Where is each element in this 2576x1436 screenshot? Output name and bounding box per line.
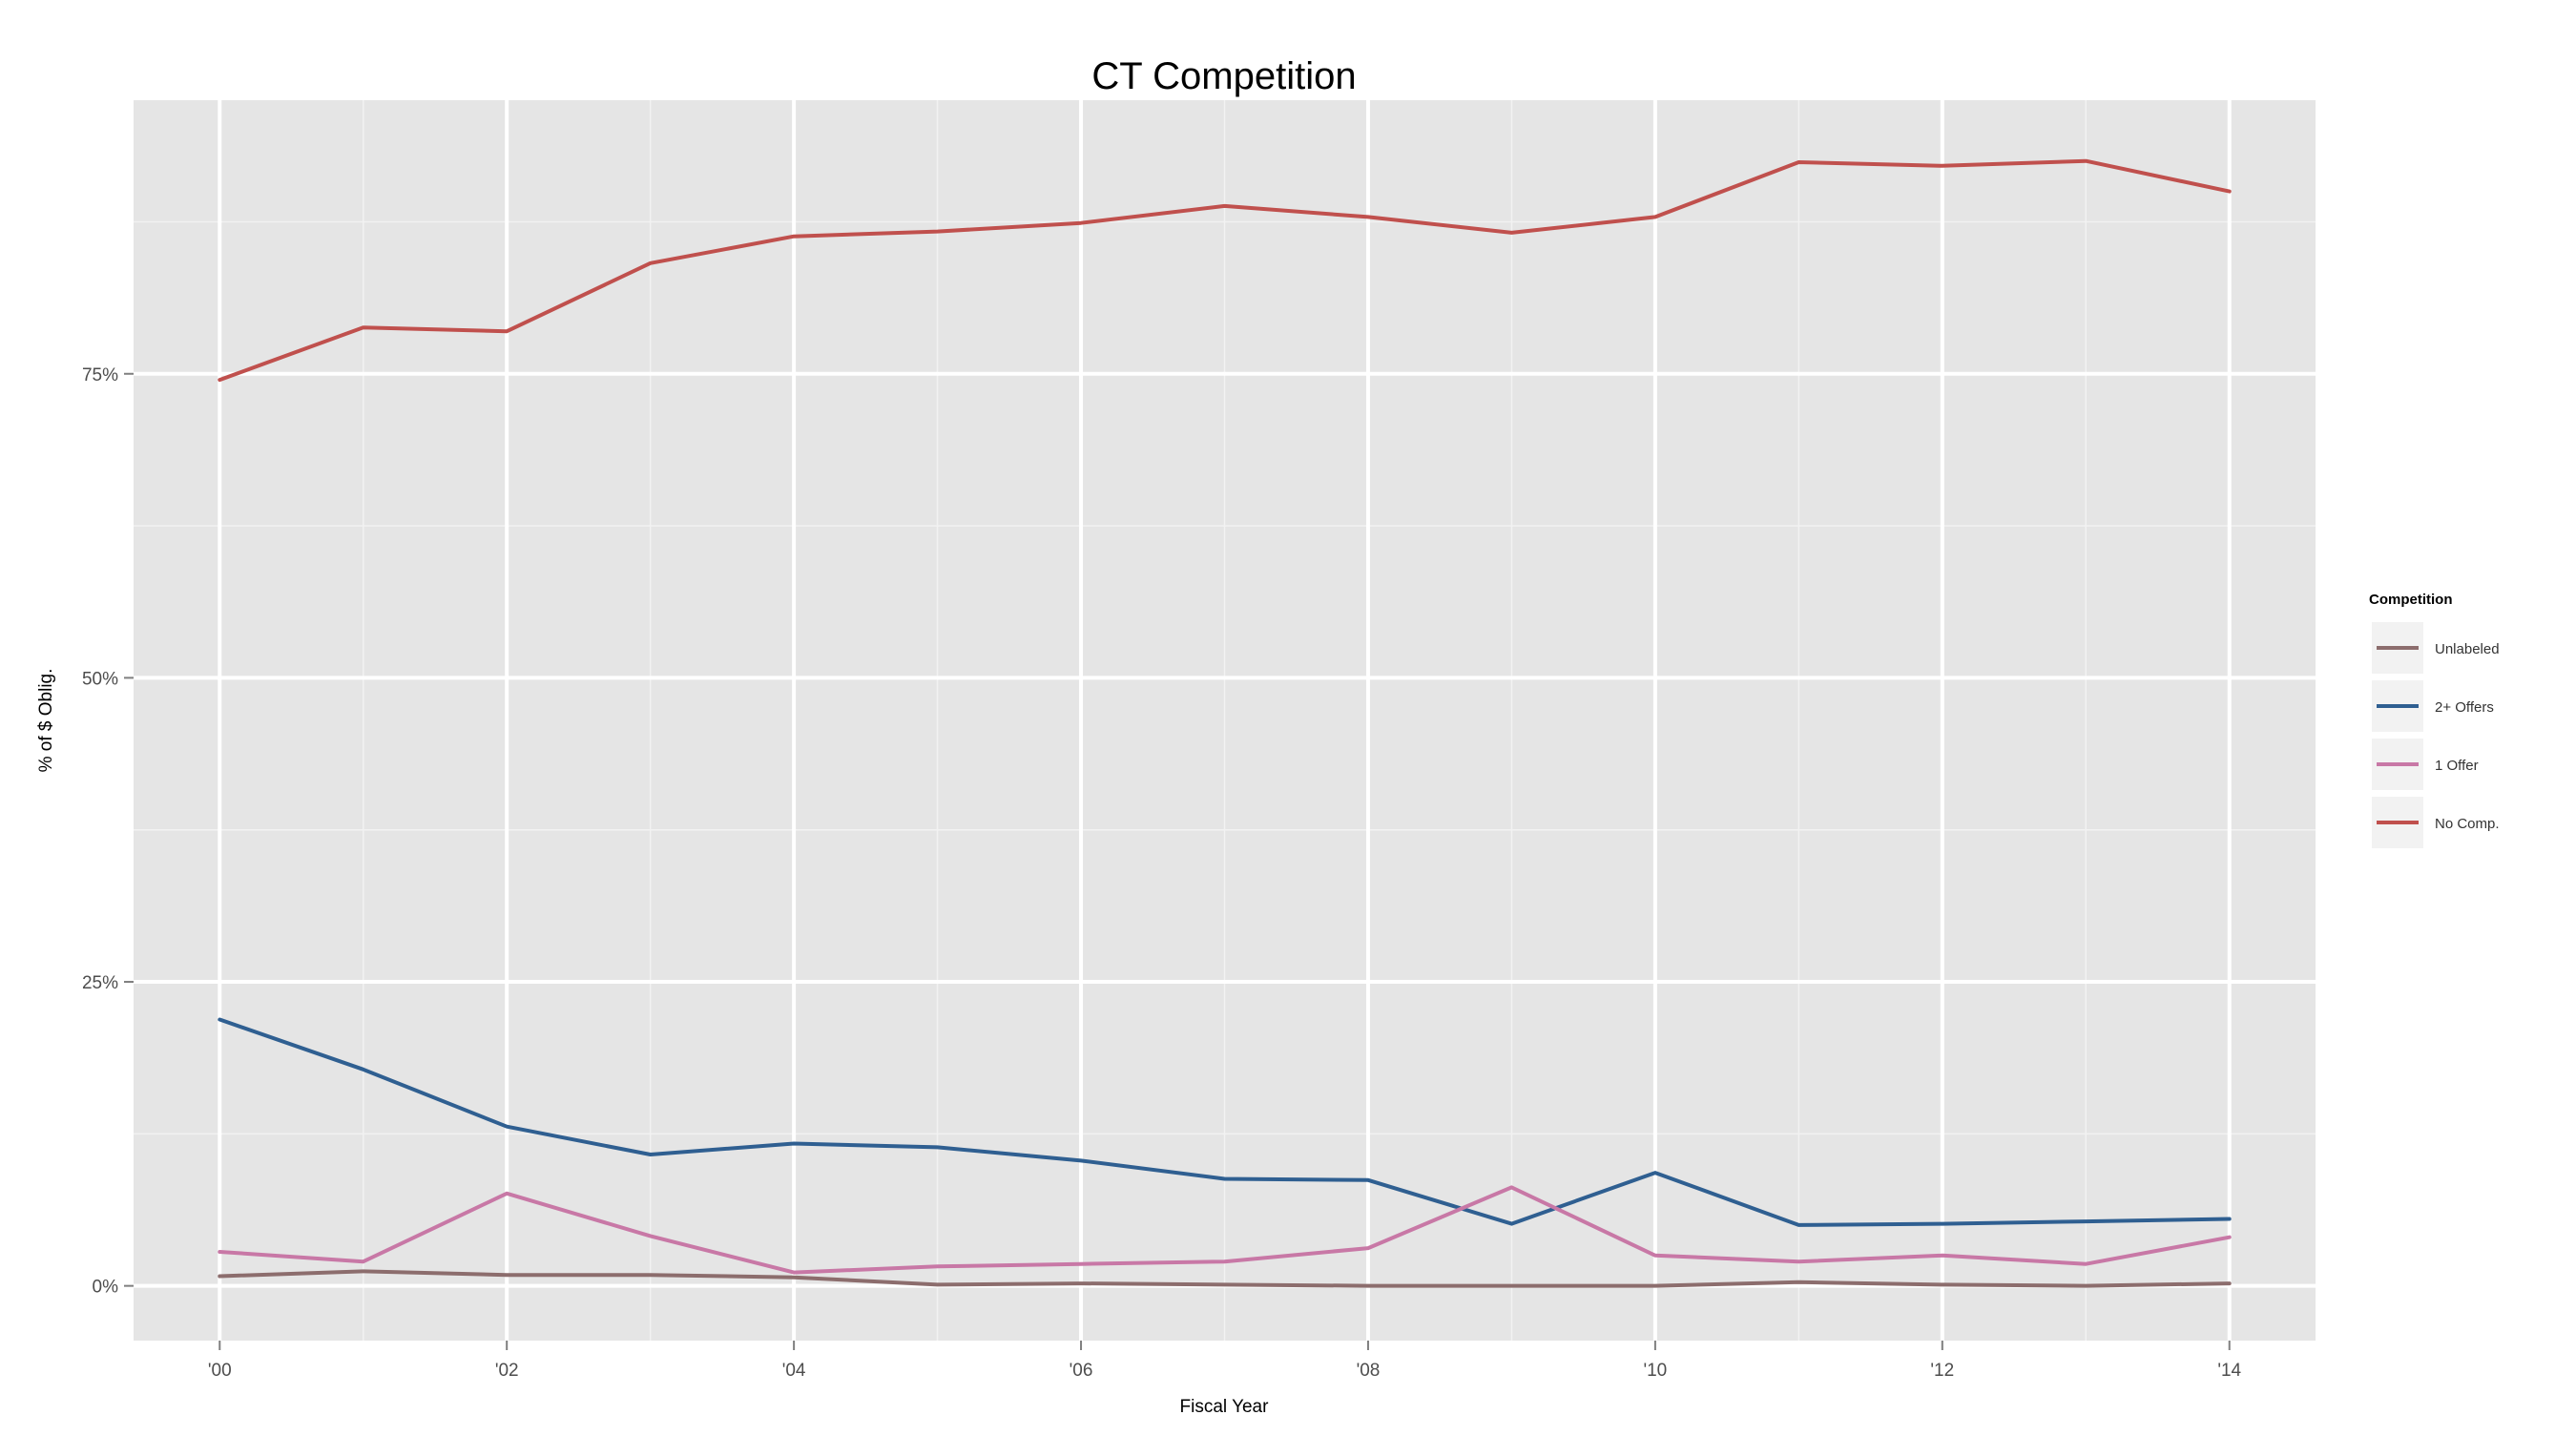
x-axis-label: Fiscal Year (1180, 1397, 1270, 1417)
x-tick-label: '04 (782, 1361, 806, 1381)
x-tick-label: '12 (1930, 1361, 1954, 1381)
legend-label: 1 Offer (2435, 758, 2479, 774)
y-tick-label: 25% (82, 973, 118, 993)
legend-label: No Comp. (2435, 816, 2500, 832)
x-tick-label: '02 (495, 1361, 519, 1381)
x-tick-label: '00 (208, 1361, 232, 1381)
y-axis-label: % of $ Oblig. (36, 669, 56, 773)
legend-title: Competition (2369, 592, 2453, 608)
series-line-2-offers (218, 1017, 2232, 1227)
legend-label: Unlabeled (2435, 641, 2500, 657)
x-tick-label: '10 (1643, 1361, 1667, 1381)
legend-label: 2+ Offers (2435, 699, 2494, 716)
chart-title: CT Competition (1091, 55, 1356, 97)
x-tick-label: '08 (1357, 1361, 1381, 1381)
series-line-1-offer (218, 1185, 2232, 1275)
y-tick-label: 75% (82, 365, 118, 385)
x-tick-label: '14 (2217, 1361, 2241, 1381)
x-tick-label: '06 (1070, 1361, 1093, 1381)
y-tick-label: 0% (93, 1278, 119, 1298)
series-line-unlabeled (218, 1269, 2232, 1288)
y-tick-label: 50% (82, 669, 118, 689)
series-line-no-comp (218, 158, 2232, 383)
